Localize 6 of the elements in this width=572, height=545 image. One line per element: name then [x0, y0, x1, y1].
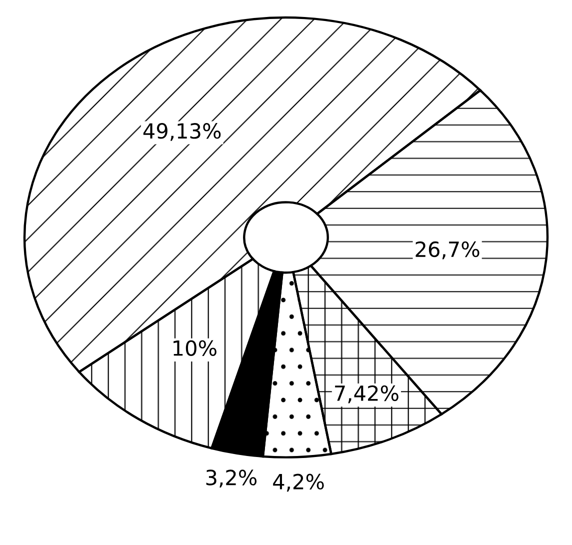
- data-label: 26,7%: [416, 241, 480, 260]
- data-label: 3,2%: [206, 470, 257, 488]
- data-label: 4,2%: [273, 474, 324, 492]
- data-label: 7,42%: [335, 385, 398, 404]
- data-label: 10%: [174, 340, 216, 356]
- data-label: 49,13%: [143, 123, 221, 141]
